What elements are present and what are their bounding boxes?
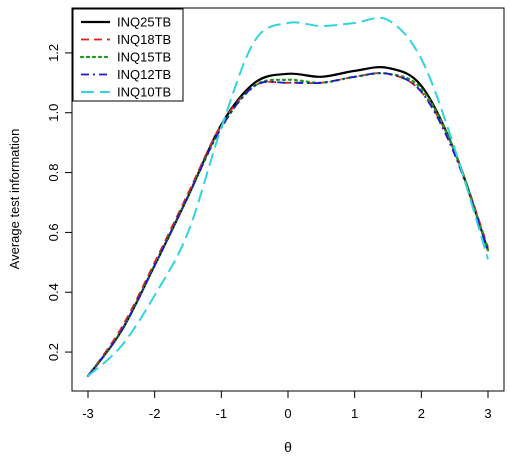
x-tick-label: 1 [351,406,358,421]
legend-label: INQ12TB [117,67,171,82]
x-axis: -3 -2 -1 0 1 2 3 [82,390,492,421]
legend-box [72,8,184,102]
series-line-inq18tb [87,72,489,377]
x-tick-label: 3 [484,406,491,421]
y-axis: 0.2 0.4 0.6 0.8 1.0 1.2 [46,44,73,361]
x-tick-label: 2 [418,406,425,421]
series-layer [86,16,490,378]
y-axis-label: Average test information [7,129,22,270]
x-tick-label: 0 [284,406,291,421]
y-tick-label: 0.6 [46,223,61,241]
x-tick-label: -3 [82,406,94,421]
y-tick-label: 1.0 [46,104,61,122]
series-line-inq10tb [87,16,489,377]
y-tick-label: 1.2 [46,44,61,62]
series-line-inq25tb [87,66,490,377]
x-axis-label: θ [284,439,292,455]
legend-label: INQ18TB [117,32,171,47]
legend: INQ25TB INQ18TB INQ15TB INQ12TB INQ10TB [72,8,184,102]
legend-label: INQ10TB [117,85,171,100]
legend-label: INQ25TB [117,15,171,30]
x-tick-label: -2 [149,406,161,421]
y-tick-label: 0.4 [46,283,61,301]
legend-label: INQ15TB [117,50,171,65]
series-line-inq15tb [86,72,490,378]
y-tick-label: 0.8 [46,164,61,182]
y-tick-label: 0.2 [46,343,61,361]
x-tick-label: -1 [216,406,228,421]
series-line-inq12tb [87,72,489,377]
